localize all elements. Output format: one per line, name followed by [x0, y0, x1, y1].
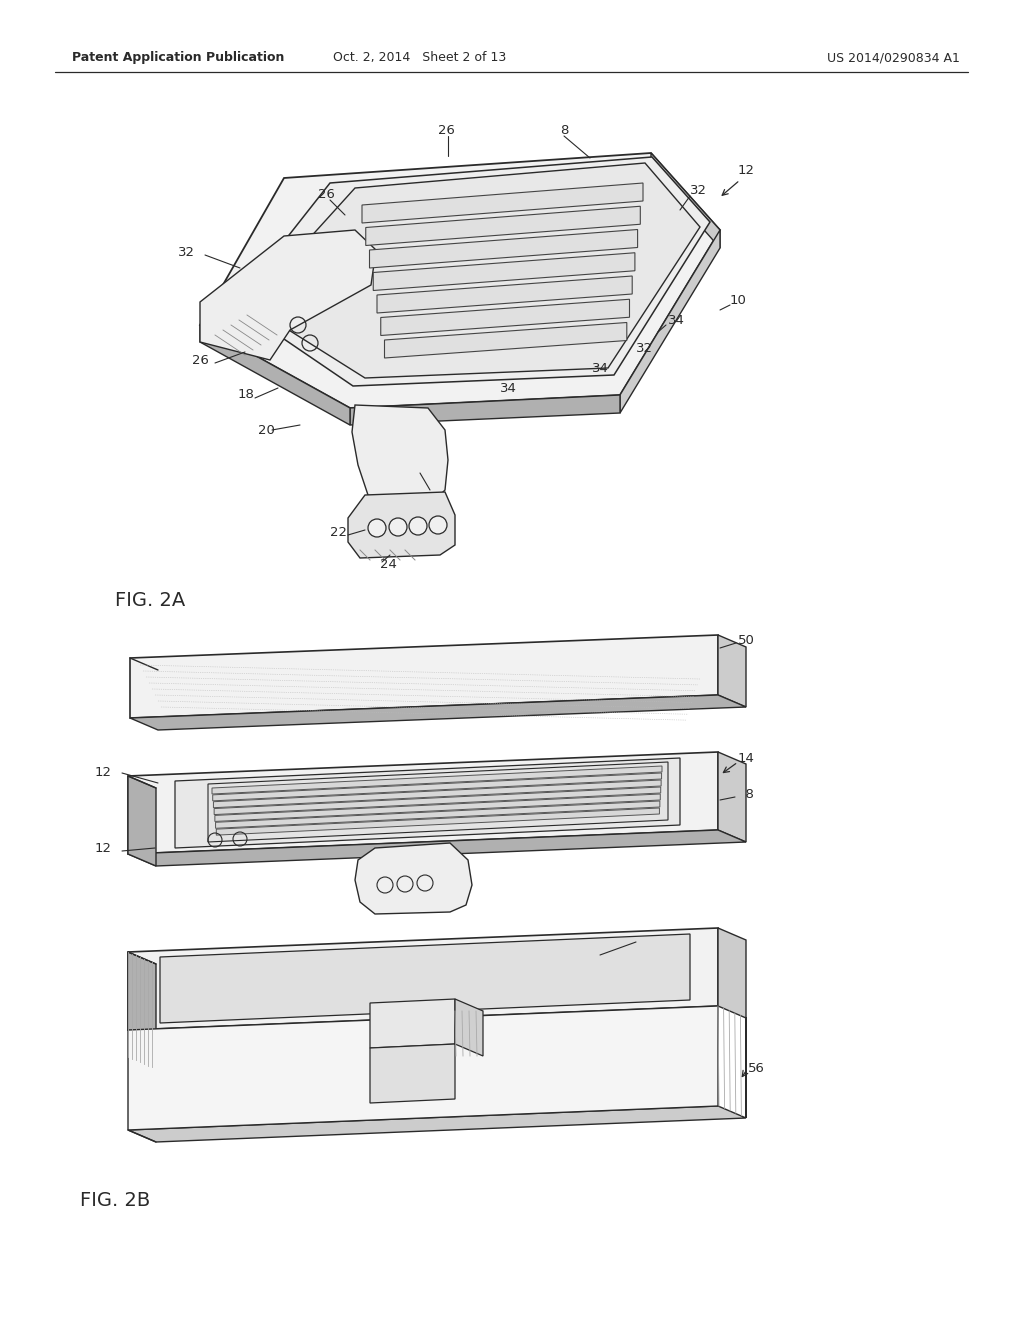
Circle shape	[417, 875, 433, 891]
Polygon shape	[200, 153, 720, 408]
Polygon shape	[350, 395, 620, 425]
Text: 18: 18	[238, 388, 255, 401]
Circle shape	[397, 876, 413, 892]
Polygon shape	[160, 935, 690, 1023]
Polygon shape	[128, 830, 746, 866]
Polygon shape	[718, 928, 746, 1118]
Polygon shape	[128, 952, 156, 1142]
Text: 26: 26	[318, 189, 335, 202]
Text: 8: 8	[560, 124, 568, 136]
Text: 24: 24	[380, 558, 397, 572]
Polygon shape	[216, 801, 659, 828]
Polygon shape	[200, 230, 376, 360]
Polygon shape	[128, 1006, 718, 1130]
Polygon shape	[370, 999, 455, 1048]
Polygon shape	[718, 752, 746, 842]
Polygon shape	[362, 183, 643, 223]
Polygon shape	[215, 795, 660, 821]
Polygon shape	[366, 206, 640, 246]
Polygon shape	[130, 635, 718, 718]
Polygon shape	[370, 230, 638, 268]
Polygon shape	[718, 635, 746, 708]
Text: FIG. 2B: FIG. 2B	[80, 1191, 151, 1209]
Text: US 2014/0290834 A1: US 2014/0290834 A1	[827, 51, 961, 65]
Text: Oct. 2, 2014   Sheet 2 of 13: Oct. 2, 2014 Sheet 2 of 13	[334, 51, 507, 65]
Circle shape	[368, 519, 386, 537]
Polygon shape	[175, 758, 680, 847]
Polygon shape	[128, 776, 156, 866]
Text: 20: 20	[258, 424, 274, 437]
Circle shape	[377, 876, 393, 894]
Text: 34: 34	[500, 381, 517, 395]
Text: 34: 34	[592, 362, 609, 375]
Polygon shape	[234, 157, 710, 385]
Polygon shape	[213, 780, 662, 808]
Polygon shape	[216, 808, 659, 836]
Polygon shape	[651, 153, 720, 248]
Polygon shape	[212, 766, 662, 795]
Text: 30: 30	[420, 462, 437, 474]
Text: 32: 32	[178, 246, 195, 259]
Polygon shape	[200, 325, 350, 425]
Polygon shape	[128, 752, 718, 854]
Polygon shape	[381, 300, 630, 335]
Text: 32: 32	[690, 183, 707, 197]
Polygon shape	[620, 230, 720, 413]
Text: FIG. 2A: FIG. 2A	[115, 590, 185, 610]
Text: 12: 12	[95, 842, 112, 854]
Polygon shape	[455, 999, 483, 1056]
Text: 14: 14	[738, 751, 755, 764]
Polygon shape	[384, 322, 627, 358]
Text: 12: 12	[738, 164, 755, 177]
Text: 12: 12	[95, 766, 112, 779]
Polygon shape	[377, 276, 632, 313]
Polygon shape	[249, 162, 700, 378]
Text: Patent Application Publication: Patent Application Publication	[72, 51, 285, 65]
Polygon shape	[214, 787, 660, 814]
Text: 34: 34	[668, 314, 685, 326]
Text: 58: 58	[738, 788, 755, 801]
Circle shape	[409, 517, 427, 535]
Polygon shape	[355, 843, 472, 913]
Text: 52: 52	[640, 932, 657, 945]
Polygon shape	[130, 696, 746, 730]
Text: 56: 56	[748, 1061, 765, 1074]
Text: 22: 22	[330, 525, 347, 539]
Circle shape	[389, 517, 407, 536]
Polygon shape	[352, 405, 449, 506]
Text: 32: 32	[636, 342, 653, 355]
Polygon shape	[348, 492, 455, 558]
Polygon shape	[208, 762, 668, 842]
Polygon shape	[374, 252, 635, 290]
Circle shape	[429, 516, 447, 535]
Text: 10: 10	[730, 293, 746, 306]
Polygon shape	[128, 928, 718, 1030]
Polygon shape	[370, 1044, 455, 1104]
Text: 26: 26	[193, 354, 209, 367]
Polygon shape	[213, 774, 662, 801]
Text: 50: 50	[738, 634, 755, 647]
Polygon shape	[128, 1106, 746, 1142]
Text: 26: 26	[438, 124, 455, 136]
